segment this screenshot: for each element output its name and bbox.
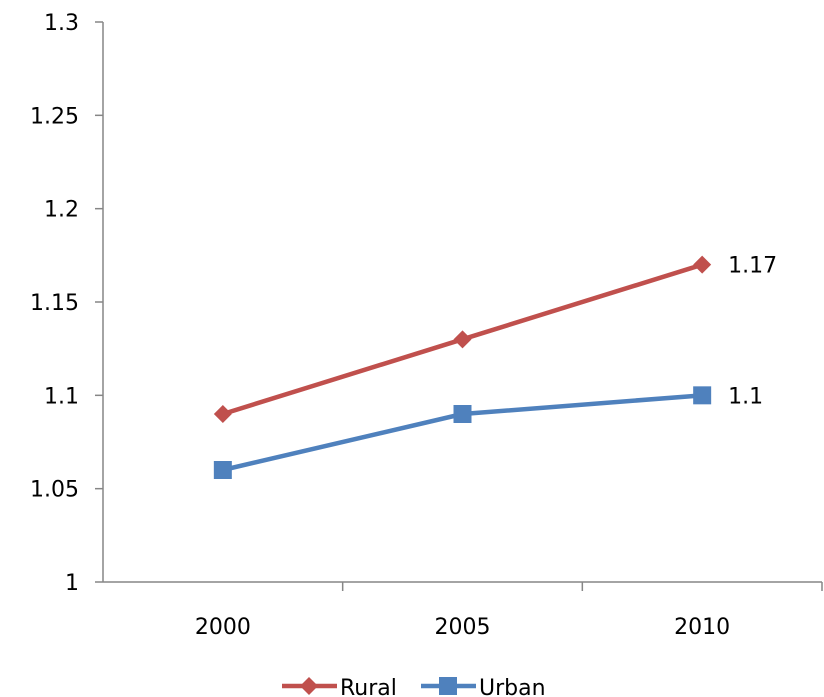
x-ticks: 2000 2005 2010: [195, 582, 823, 640]
urban-point: [213, 461, 232, 479]
y-ticks: 1 1.05 1.1 1.15 1.2 1.25 1.3: [30, 11, 103, 596]
urban-data-label: 1.1: [728, 384, 763, 409]
urban-point: [453, 405, 472, 423]
rural-data-label: 1.17: [728, 254, 777, 279]
y-tick-label: 1.2: [44, 198, 79, 223]
series-rural: 1.17: [213, 254, 777, 423]
rural-point: [213, 405, 232, 423]
rural-point: [453, 330, 472, 349]
y-tick-label: 1.15: [30, 291, 79, 316]
y-tick-label: 1.05: [30, 478, 79, 503]
x-tick-label: 2010: [674, 615, 730, 640]
x-tick-label: 2005: [435, 615, 491, 640]
y-tick-label: 1.3: [44, 11, 79, 36]
rural-point: [693, 255, 712, 274]
series-group: 1.17 1.1: [213, 254, 777, 479]
legend-marker: [300, 677, 318, 695]
legend-item-urban: Urban: [421, 676, 546, 697]
legend: Rural Urban: [282, 676, 546, 697]
legend-item-rural: Rural: [282, 676, 397, 697]
series-urban: 1.1: [213, 384, 763, 479]
urban-point: [693, 386, 712, 405]
y-tick-label: 1: [65, 571, 79, 596]
x-tick-label: 2000: [195, 615, 251, 640]
y-tick-label: 1.1: [44, 384, 79, 409]
legend-marker: [439, 677, 457, 695]
legend-label: Rural: [340, 676, 397, 697]
legend-label: Urban: [479, 676, 546, 697]
y-tick-label: 1.25: [30, 104, 79, 129]
axes: [102, 22, 822, 583]
